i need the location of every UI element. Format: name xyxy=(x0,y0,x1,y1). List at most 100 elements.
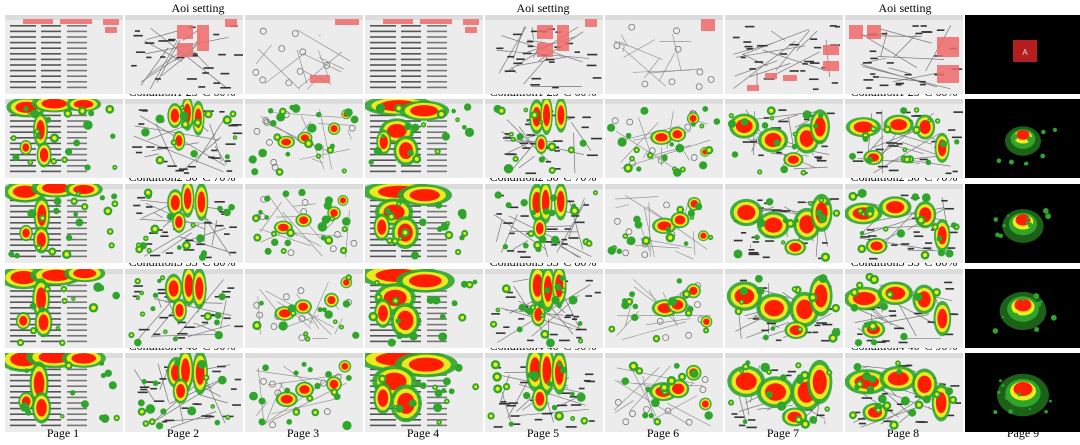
heatmap-overlay xyxy=(125,269,243,348)
aoi-screenshot xyxy=(5,15,123,94)
aoi-screenshot xyxy=(245,15,363,94)
heatmap-panel xyxy=(485,353,603,432)
heatmap-panel xyxy=(125,184,243,263)
heatmap-overlay xyxy=(725,184,843,263)
aoi-region xyxy=(60,19,92,24)
aoi-panel xyxy=(725,15,843,94)
heatmap-panel xyxy=(125,99,243,178)
heatmap-overlay xyxy=(845,353,963,432)
heatmap-panel xyxy=(605,269,723,348)
page-label: Page 8 xyxy=(886,426,920,440)
aoi-marker: A xyxy=(1022,48,1028,57)
heatmap-panel xyxy=(245,353,363,432)
aoi-region xyxy=(197,25,209,51)
heatmap-overlay xyxy=(725,353,843,432)
aoi-region xyxy=(557,25,569,51)
heatmap-panel xyxy=(485,99,603,178)
heatmap-overlay xyxy=(125,353,243,432)
heatmap-panel xyxy=(845,353,963,432)
page-label: Page 2 xyxy=(166,426,200,440)
heatmap-overlay xyxy=(965,353,1080,432)
heatmap-panel xyxy=(965,353,1080,432)
aoi-region xyxy=(383,19,413,24)
aoi-region xyxy=(867,25,881,39)
aoi-region xyxy=(937,65,959,83)
aoi-region xyxy=(823,45,839,55)
aoi-panel: A xyxy=(965,15,1080,94)
heatmap-panel xyxy=(245,99,363,178)
heatmap-panel xyxy=(365,184,483,263)
heatmap-overlay xyxy=(5,99,123,178)
heatmap-panel xyxy=(605,353,723,432)
heatmap-panel xyxy=(5,269,123,348)
heatmap-panel xyxy=(5,353,123,432)
heatmap-panel xyxy=(725,99,843,178)
page-label: Page 3 xyxy=(286,426,320,440)
aoi-screenshot xyxy=(125,15,243,94)
page-label: Page 5 xyxy=(526,426,560,440)
heatmap-panel xyxy=(965,99,1080,178)
aoi-panel xyxy=(125,15,243,94)
aoi-panel xyxy=(485,15,603,94)
heatmap-panel xyxy=(5,99,123,178)
aoi-region xyxy=(463,19,479,25)
heatmap-panel xyxy=(365,269,483,348)
aoi-region xyxy=(177,43,193,57)
heatmap-overlay xyxy=(365,353,483,432)
heatmap-panel xyxy=(365,99,483,178)
heatmap-overlay xyxy=(845,269,963,348)
aoi-region xyxy=(765,73,777,79)
aoi-panel xyxy=(605,15,723,94)
heatmap-overlay xyxy=(845,184,963,263)
heatmap-panel xyxy=(725,269,843,348)
heatmap-panel xyxy=(605,184,723,263)
heatmap-overlay xyxy=(5,269,123,348)
aoi-region xyxy=(701,19,715,31)
heatmap-overlay xyxy=(485,184,603,263)
heatmap-panel xyxy=(245,184,363,263)
aoi-screenshot xyxy=(725,15,843,94)
aoi-screenshot xyxy=(365,15,483,94)
aoi-panel xyxy=(845,15,963,94)
heatmap-panel xyxy=(725,184,843,263)
heatmap-panel xyxy=(5,184,123,263)
aoi-region xyxy=(103,19,119,25)
page-label: Page 9 xyxy=(1006,426,1040,440)
heatmap-overlay xyxy=(245,353,363,432)
page-label: Page 6 xyxy=(646,426,680,440)
aoi-region xyxy=(177,25,193,39)
aoi-region xyxy=(783,75,797,81)
heatmap-panel xyxy=(485,269,603,348)
aoi-region xyxy=(335,19,359,25)
aoi-panel xyxy=(5,15,123,94)
heatmap-panel xyxy=(125,269,243,348)
aoi-region xyxy=(585,19,597,27)
aoi-region xyxy=(23,19,53,24)
aoi-screenshot xyxy=(605,15,723,94)
heatmap-overlay xyxy=(605,269,723,348)
aoi-region xyxy=(937,37,959,57)
aoi-region xyxy=(225,19,237,27)
row-title: Aoi setting xyxy=(171,1,225,15)
heatmap-overlay xyxy=(485,99,603,178)
heatmap-overlay xyxy=(725,99,843,178)
heatmap-panel xyxy=(365,353,483,432)
aoi-screenshot: A xyxy=(965,15,1080,94)
page-label: Page 1 xyxy=(46,426,80,440)
aoi-region xyxy=(105,27,117,33)
heatmap-panel xyxy=(125,353,243,432)
heatmap-panel xyxy=(965,184,1080,263)
aoi-region xyxy=(849,25,863,39)
heatmap-overlay xyxy=(845,99,963,178)
heatmap-overlay xyxy=(125,99,243,178)
heatmap-overlay xyxy=(965,99,1080,178)
heatmap-panel xyxy=(725,353,843,432)
heatmap-panel xyxy=(845,184,963,263)
aoi-region xyxy=(823,61,839,71)
heatmap-overlay xyxy=(5,353,123,432)
heatmap-overlay xyxy=(485,353,603,432)
row-title: Aoi setting xyxy=(878,1,932,15)
page-label: Page 4 xyxy=(406,426,440,440)
heatmap-panel xyxy=(845,99,963,178)
heatmap-overlay xyxy=(5,184,123,263)
